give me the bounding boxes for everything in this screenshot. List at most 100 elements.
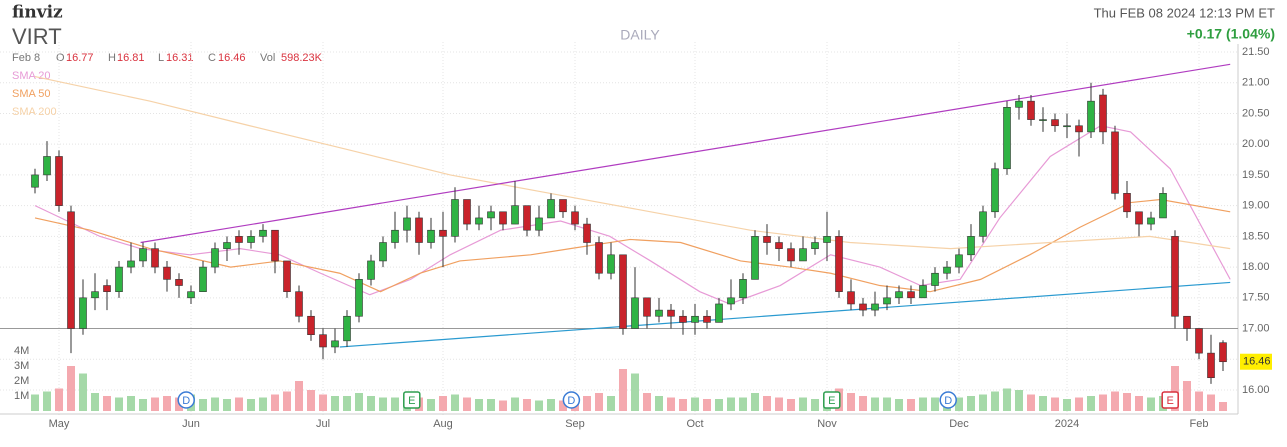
y-tick-label: 21.50 (1242, 46, 1270, 58)
candle-body (223, 242, 231, 249)
candle-body (259, 229, 267, 237)
candle-body (67, 211, 75, 329)
volume-bar (931, 397, 939, 411)
volume-bar (295, 381, 303, 411)
volume-bar (79, 373, 87, 411)
volume-bar (727, 397, 735, 411)
trendline (339, 281, 1231, 348)
x-tick-label: Jun (182, 418, 200, 430)
candle-body (499, 211, 507, 225)
candle-body (979, 211, 987, 237)
volume-bar (451, 394, 459, 411)
candle-body (1003, 107, 1011, 170)
candle-body (487, 211, 495, 219)
candle-body (379, 242, 387, 262)
candle-body (907, 291, 915, 299)
ohlc-label: O (56, 52, 65, 64)
volume-bar (1171, 366, 1179, 411)
candle-body (1207, 352, 1215, 379)
candle-body (403, 217, 411, 231)
y-tick-label: 17.50 (1242, 292, 1270, 304)
volume-bar (355, 393, 363, 411)
candle-body (199, 266, 207, 292)
candle-body (439, 229, 447, 237)
x-tick-label: Oct (686, 418, 703, 430)
event-label: D (944, 395, 952, 407)
volume-bar (67, 366, 75, 411)
candle-body (883, 297, 891, 305)
candle-body (427, 229, 435, 243)
candle-body (415, 217, 423, 243)
volume-bar (1099, 394, 1107, 411)
candle-body (235, 236, 243, 243)
event-marker (562, 391, 581, 409)
candle-body (1147, 217, 1155, 225)
candle-body (295, 291, 303, 317)
candle-body (607, 254, 615, 274)
candle-body (559, 199, 567, 213)
candle-body (55, 156, 63, 206)
ohlc-value: 16.31 (166, 52, 194, 64)
candle-body (799, 248, 807, 262)
price-tag (1240, 353, 1272, 370)
volume-bar (907, 399, 915, 411)
volume-bar (787, 399, 795, 411)
y-tick-label: 16.00 (1242, 384, 1270, 396)
candle-body (91, 291, 99, 299)
volume-tick-label: 1M (14, 390, 29, 402)
candle-body (343, 315, 351, 342)
ticker: VIRT (12, 24, 62, 49)
candle-body (643, 297, 651, 317)
candle-body (991, 168, 999, 213)
candle-body (79, 297, 87, 329)
ohlc-value: 598.23K (281, 52, 323, 64)
volume-bar (1027, 394, 1035, 411)
volume-bar (499, 400, 507, 411)
volume-bar (319, 394, 327, 411)
candle-body (775, 242, 783, 249)
event-label: E (408, 395, 415, 407)
volume-bar (43, 391, 51, 411)
x-tick-label: Jul (316, 418, 330, 430)
candle-body (475, 217, 483, 225)
sma-line (34, 125, 1231, 305)
volume-bar (859, 396, 867, 411)
volume-bar (559, 400, 567, 411)
ohlc-value: 16.46 (218, 52, 246, 64)
volume-bar (775, 397, 783, 411)
ohlc-value: 16.81 (117, 52, 145, 64)
candle-body (715, 303, 723, 323)
volume-bar (1219, 402, 1227, 411)
volume-bar (103, 396, 111, 411)
candle-body (1087, 100, 1095, 133)
volume-bar (799, 397, 807, 411)
candle-body (187, 291, 195, 299)
event-marker (823, 391, 841, 409)
candle-body (667, 309, 675, 317)
volume-bar (1135, 396, 1143, 411)
candle-body (1111, 131, 1119, 194)
volume-bar (679, 399, 687, 411)
volume-bar (271, 394, 279, 411)
event-label: D (182, 395, 190, 407)
x-tick-label: Nov (817, 418, 837, 430)
volume-bar (1123, 393, 1131, 411)
volume-bar (703, 399, 711, 411)
event-marker (1161, 391, 1179, 409)
candle-body (1099, 94, 1107, 133)
candle-body (763, 236, 771, 243)
candle-body (859, 303, 867, 311)
volume-tick-label: 3M (14, 360, 29, 372)
volume-bar (247, 399, 255, 411)
volume-bar (259, 397, 267, 411)
volume-bar (715, 399, 723, 411)
candle-body (271, 229, 279, 262)
y-tick-label: 20.50 (1242, 107, 1270, 119)
volume-bar (655, 396, 663, 411)
volume-bar (511, 397, 519, 411)
y-tick-label: 21.00 (1242, 77, 1270, 89)
volume-bar (163, 396, 171, 411)
volume-bar (583, 396, 591, 411)
volume-bar (379, 397, 387, 411)
